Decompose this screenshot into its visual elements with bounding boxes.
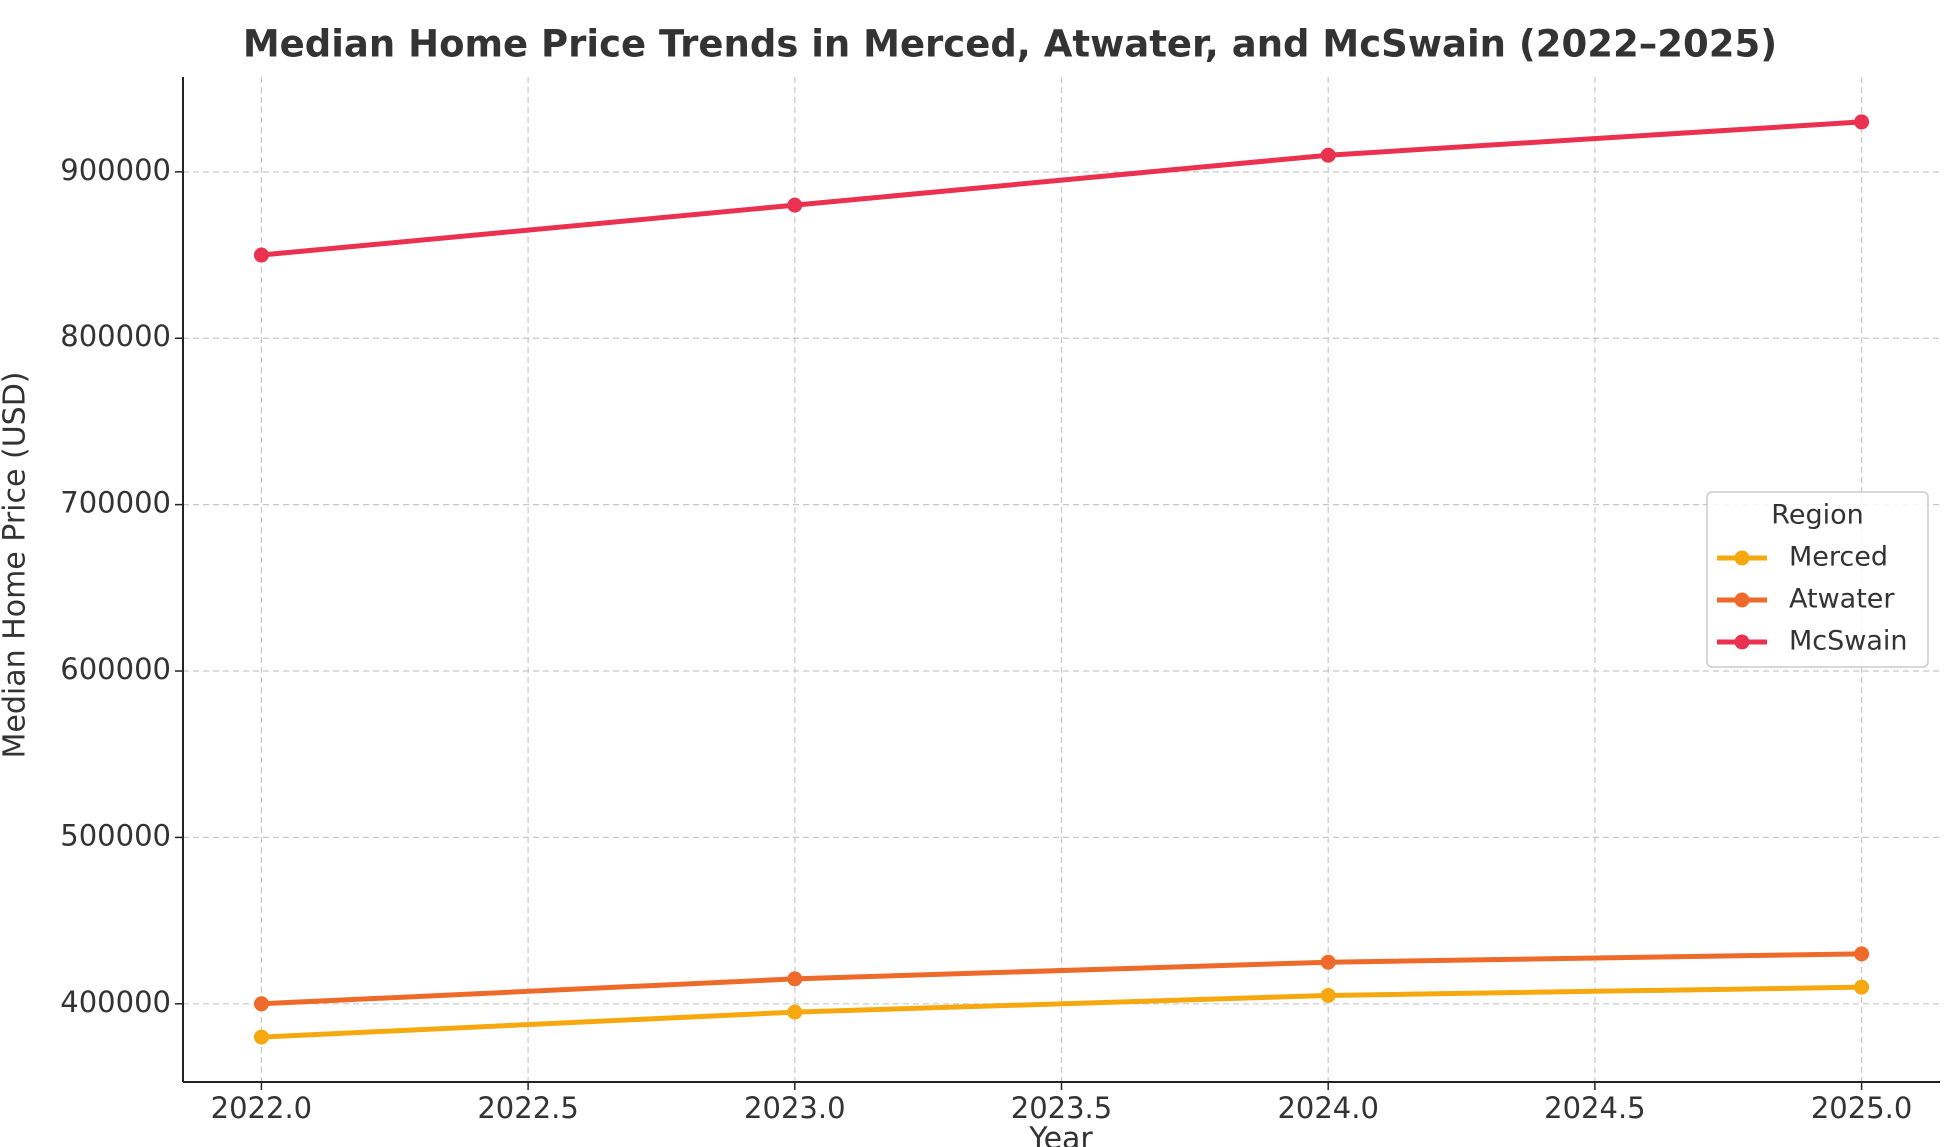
legend-label: McSwain: [1789, 626, 1908, 657]
data-point: [253, 1029, 269, 1045]
y-axis-label: Median Home Price (USD): [0, 371, 33, 758]
data-point: [253, 996, 269, 1012]
data-point: [1320, 987, 1336, 1003]
x-tick-label: 2025.0: [1811, 1091, 1912, 1125]
series-line: [261, 984, 1862, 1040]
x-tick-label: 2023.5: [1011, 1091, 1112, 1125]
legend-label: Merced: [1789, 542, 1888, 573]
series-line: [261, 951, 1862, 1007]
y-tick-label: 700000: [60, 486, 171, 520]
x-tick-label: 2022.0: [211, 1091, 312, 1125]
x-tick-label: 2024.0: [1277, 1091, 1378, 1125]
series-line: [261, 119, 1862, 258]
data-point: [1320, 954, 1336, 970]
legend-marker: [1734, 634, 1750, 650]
data-point: [787, 1004, 803, 1020]
x-tick-label: 2022.5: [477, 1091, 578, 1125]
legend-label: Atwater: [1789, 584, 1895, 615]
data-point: [1854, 114, 1870, 130]
data-point: [787, 971, 803, 987]
grid: [183, 77, 1940, 1082]
data-point: [1320, 147, 1336, 163]
x-tick-label: 2023.0: [744, 1091, 845, 1125]
y-tick-label: 400000: [60, 985, 171, 1019]
legend-title: Region: [1771, 500, 1863, 531]
y-tick-label: 800000: [60, 319, 171, 353]
y-tick-label: 600000: [60, 652, 171, 686]
data-point: [1854, 979, 1870, 995]
data-point: [253, 247, 269, 263]
legend-box: [1706, 491, 1929, 668]
chart-title: Median Home Price Trends in Merced, Atwa…: [243, 23, 1777, 66]
legend-marker: [1734, 592, 1750, 608]
x-tick-label: 2024.5: [1544, 1091, 1645, 1125]
data-point: [787, 197, 803, 213]
y-tick-label: 500000: [60, 818, 171, 852]
x-axis-label: Year: [1028, 1122, 1093, 1147]
y-tick-label: 900000: [60, 153, 171, 187]
data-point: [1854, 946, 1870, 962]
legend-marker: [1734, 550, 1750, 566]
